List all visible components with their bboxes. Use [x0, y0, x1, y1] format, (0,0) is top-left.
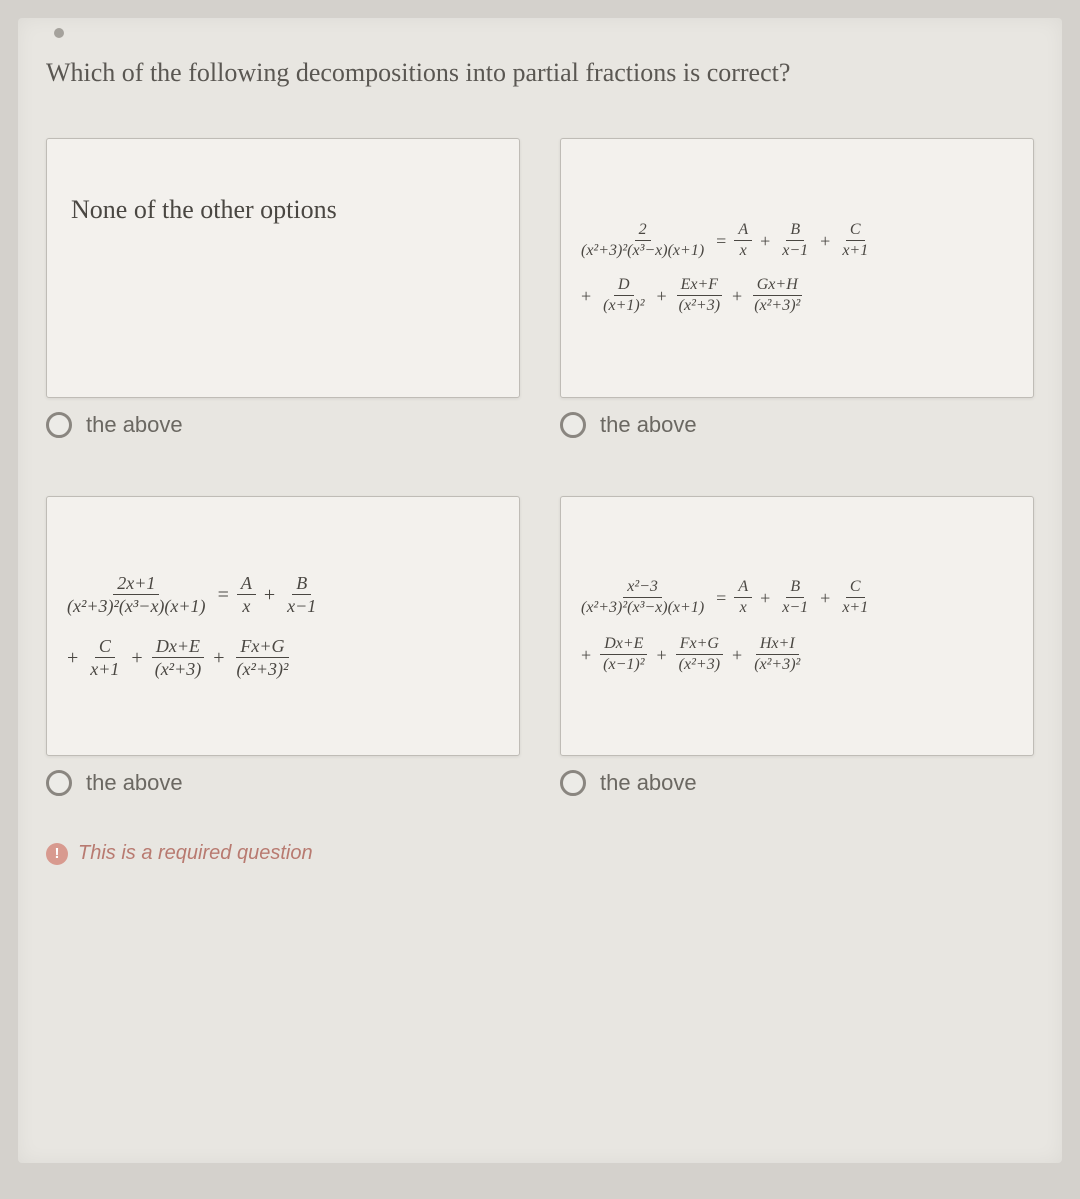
radio-icon[interactable] — [560, 770, 586, 796]
option-c-card[interactable]: 2x+1(x²+3)²(x³−x)(x+1) = Ax + Bx−1 + Cx+… — [46, 496, 520, 756]
option-b-choice[interactable]: the above — [560, 412, 1034, 438]
option-a-choice[interactable]: the above — [46, 412, 520, 438]
choice-label: the above — [600, 412, 697, 438]
option-d: x²−3(x²+3)²(x³−x)(x+1) = Ax + Bx−1 + Cx+… — [560, 496, 1034, 836]
option-a: None of the other options the above — [46, 138, 520, 478]
option-c-choice[interactable]: the above — [46, 770, 520, 796]
option-d-card[interactable]: x²−3(x²+3)²(x³−x)(x+1) = Ax + Bx−1 + Cx+… — [560, 496, 1034, 756]
radio-icon[interactable] — [46, 770, 72, 796]
choice-label: the above — [86, 770, 183, 796]
corner-dot — [54, 28, 64, 38]
option-a-card[interactable]: None of the other options — [46, 138, 520, 398]
option-a-text: None of the other options — [71, 195, 503, 225]
option-b-card[interactable]: 2(x²+3)²(x³−x)(x+1) = Ax + Bx−1 + Cx+1 +… — [560, 138, 1034, 398]
options-grid: None of the other options the above 2(x²… — [46, 138, 1034, 836]
option-b-equation: 2(x²+3)²(x³−x)(x+1) = Ax + Bx−1 + Cx+1 +… — [577, 220, 1017, 316]
choice-label: the above — [86, 412, 183, 438]
question-panel: Which of the following decompositions in… — [18, 18, 1062, 1163]
option-b: 2(x²+3)²(x³−x)(x+1) = Ax + Bx−1 + Cx+1 +… — [560, 138, 1034, 478]
option-d-equation: x²−3(x²+3)²(x³−x)(x+1) = Ax + Bx−1 + Cx+… — [577, 577, 1017, 675]
required-text: This is a required question — [78, 842, 313, 865]
question-prompt: Which of the following decompositions in… — [46, 58, 1034, 88]
radio-icon[interactable] — [46, 412, 72, 438]
option-c: 2x+1(x²+3)²(x³−x)(x+1) = Ax + Bx−1 + Cx+… — [46, 496, 520, 836]
alert-icon: ! — [46, 843, 68, 865]
required-notice: ! This is a required question — [46, 842, 1034, 865]
radio-icon[interactable] — [560, 412, 586, 438]
option-c-equation: 2x+1(x²+3)²(x³−x)(x+1) = Ax + Bx−1 + Cx+… — [63, 572, 503, 680]
option-d-choice[interactable]: the above — [560, 770, 1034, 796]
choice-label: the above — [600, 770, 697, 796]
